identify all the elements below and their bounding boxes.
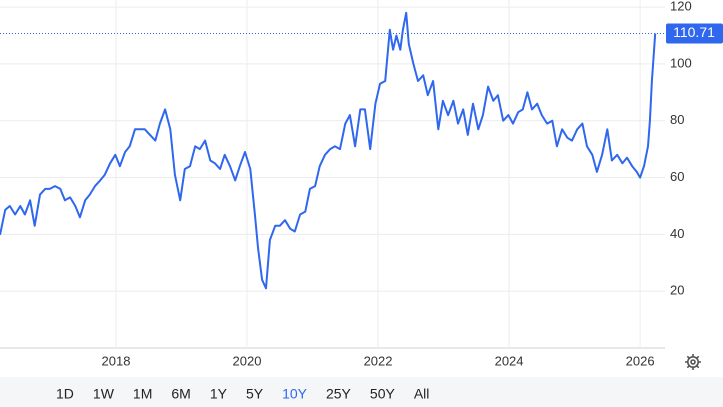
range-button[interactable]: 1D (56, 386, 74, 402)
range-button[interactable]: 6M (171, 386, 190, 402)
range-button[interactable]: All (414, 386, 430, 402)
x-tick-label: 2024 (495, 353, 524, 368)
x-tick-label: 2018 (102, 353, 131, 368)
settings-icon[interactable] (685, 354, 701, 370)
range-button[interactable]: 1W (93, 386, 115, 402)
x-tick-label: 2020 (233, 353, 262, 368)
range-button[interactable]: 25Y (326, 386, 352, 402)
range-button[interactable]: 10Y (282, 386, 308, 402)
range-button[interactable]: 1M (133, 386, 152, 402)
y-tick-label: 120 (670, 0, 692, 14)
last-value-box (666, 23, 723, 44)
y-tick-label: 100 (670, 55, 692, 70)
range-button[interactable]: 5Y (246, 386, 264, 402)
last-value-label: 110.71 (673, 24, 715, 40)
range-bar (0, 377, 723, 407)
y-tick-label: 40 (670, 226, 684, 241)
y-tick-label: 80 (670, 112, 684, 127)
y-tick-label: 20 (670, 283, 684, 298)
price-line (0, 11, 657, 290)
range-button[interactable]: 50Y (370, 386, 396, 402)
range-button[interactable]: 1Y (210, 386, 228, 402)
x-tick-label: 2022 (364, 353, 393, 368)
x-tick-label: 2026 (626, 353, 655, 368)
y-tick-label: 60 (670, 169, 684, 184)
